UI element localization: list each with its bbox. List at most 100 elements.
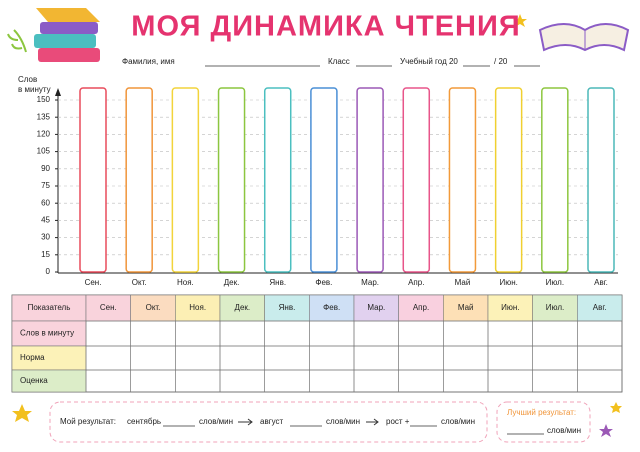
table-cell — [532, 369, 578, 393]
table-header: Апр. — [413, 303, 429, 312]
table-header: Фев. — [323, 303, 340, 312]
arrow — [366, 418, 379, 426]
table-cell — [219, 320, 265, 347]
x-tick-label: Май — [455, 278, 471, 287]
year-label: Учебный год 20 — [400, 57, 458, 66]
row-label: Норма — [20, 353, 45, 362]
x-tick-label: Фев. — [315, 278, 332, 287]
header-cell — [353, 294, 399, 322]
month-column — [494, 87, 523, 273]
unit: слов/мин — [199, 417, 233, 426]
table-cell — [219, 369, 265, 393]
header-cell — [219, 294, 265, 322]
table-cell — [398, 369, 444, 393]
month-column — [448, 87, 477, 273]
y-tick-label: 60 — [41, 198, 50, 207]
month-column — [125, 87, 153, 273]
unit: слов/мин — [326, 417, 360, 426]
august: август — [260, 417, 284, 426]
table-cell — [577, 320, 623, 347]
month-column — [541, 87, 569, 273]
name-label: Фамилия, имя — [122, 57, 175, 66]
y-tick-label: 90 — [41, 164, 50, 173]
title: МОЯ ДИНАМИКА ЧТЕНИЯ — [131, 11, 520, 43]
table-cell — [175, 345, 221, 371]
table-cell — [309, 345, 355, 371]
month-column — [310, 87, 338, 273]
table-cell — [264, 320, 310, 347]
result-box — [49, 401, 488, 443]
month-column — [402, 87, 431, 273]
table-cell — [353, 320, 399, 347]
table-header: Ноя. — [189, 303, 206, 312]
y-tick-label: 105 — [37, 147, 51, 156]
table-header: Окт. — [146, 303, 161, 312]
row-label: Оценка — [20, 376, 48, 385]
table-header: Янв. — [279, 303, 296, 312]
y-tick-label: 15 — [41, 250, 50, 259]
table-cell — [443, 320, 489, 347]
class-label: Класс — [328, 57, 350, 66]
table-cell — [577, 345, 623, 371]
unit: слов/мин — [547, 426, 581, 435]
row-label: Слов в минуту — [20, 329, 74, 338]
month-column — [356, 87, 384, 273]
table-cell — [577, 369, 623, 393]
table-cell — [353, 369, 399, 393]
september: сентябрь — [127, 417, 161, 426]
table-header: Авг. — [593, 303, 607, 312]
table-cell — [264, 345, 310, 371]
y-label: Слов — [18, 75, 37, 84]
header-cell — [577, 294, 623, 322]
x-tick-label: Июн. — [499, 278, 517, 287]
table-cell — [85, 369, 131, 393]
x-tick-label: Окт. — [132, 278, 147, 287]
table-header: Сен. — [100, 303, 117, 312]
x-tick-label: Ноя. — [177, 278, 194, 287]
month-column — [171, 87, 200, 273]
table-header: Июл. — [546, 303, 564, 312]
y-tick-label: 120 — [37, 130, 51, 139]
y-tick-label: 150 — [37, 95, 51, 104]
arrow — [238, 418, 253, 426]
x-tick-label: Июл. — [546, 278, 564, 287]
table-cell — [398, 320, 444, 347]
x-tick-label: Авг. — [594, 278, 608, 287]
table-cell — [175, 369, 221, 393]
table-cell — [130, 345, 176, 371]
header-cell — [264, 294, 310, 322]
x-tick-label: Янв. — [269, 278, 286, 287]
table-cell — [85, 320, 131, 347]
table-corner: Показатель — [28, 303, 71, 312]
y-label: в минуту — [18, 85, 51, 94]
table-cell — [130, 369, 176, 393]
table-cell — [532, 320, 578, 347]
table-header: Июн. — [501, 303, 519, 312]
x-tick-label: Сен. — [85, 278, 102, 287]
books-decoration — [7, 8, 630, 437]
table-header: Мар. — [367, 303, 385, 312]
y-tick-label: 45 — [41, 216, 50, 225]
table-header: Дек. — [235, 303, 251, 312]
x-tick-label: Мар. — [361, 278, 379, 287]
header-cell — [487, 294, 533, 322]
header-cell — [532, 294, 578, 322]
table-cell — [532, 345, 578, 371]
table-cell — [264, 369, 310, 393]
y-tick-label: 135 — [37, 112, 51, 121]
header-cell — [398, 294, 444, 322]
best-result: Лучший результат: — [507, 408, 576, 417]
table-cell — [487, 320, 533, 347]
table-cell — [353, 345, 399, 371]
table-cell — [219, 345, 265, 371]
month-column — [79, 87, 107, 273]
table-cell — [309, 369, 355, 393]
growth: рост + — [386, 417, 410, 426]
table-cell — [175, 320, 221, 347]
header-cell — [309, 294, 355, 322]
month-column — [217, 87, 246, 273]
month-column — [263, 87, 292, 273]
y-tick-label: 0 — [46, 267, 51, 276]
table-header: Май — [458, 303, 474, 312]
